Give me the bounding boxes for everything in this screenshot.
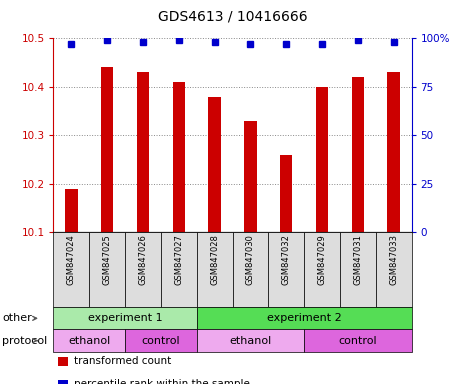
- Bar: [352, 77, 364, 232]
- Bar: [65, 189, 78, 232]
- Text: GSM847024: GSM847024: [67, 234, 76, 285]
- Bar: [208, 96, 221, 232]
- Text: GSM847030: GSM847030: [246, 234, 255, 285]
- Bar: [137, 72, 149, 232]
- Text: control: control: [339, 336, 377, 346]
- Text: GSM847032: GSM847032: [282, 234, 291, 285]
- Bar: [244, 121, 257, 232]
- Bar: [316, 87, 328, 232]
- Bar: [387, 72, 400, 232]
- Text: GSM847031: GSM847031: [353, 234, 362, 285]
- Text: other: other: [2, 313, 32, 323]
- Text: GDS4613 / 10416666: GDS4613 / 10416666: [158, 10, 307, 23]
- Text: GSM847029: GSM847029: [318, 234, 326, 285]
- Text: control: control: [141, 336, 180, 346]
- Text: GSM847026: GSM847026: [139, 234, 147, 285]
- Text: GSM847027: GSM847027: [174, 234, 183, 285]
- Text: GSM847033: GSM847033: [389, 234, 398, 285]
- Bar: [280, 155, 292, 232]
- Text: experiment 1: experiment 1: [88, 313, 162, 323]
- Bar: [173, 82, 185, 232]
- Text: protocol: protocol: [2, 336, 47, 346]
- Text: ethanol: ethanol: [68, 336, 110, 346]
- Text: GSM847025: GSM847025: [103, 234, 112, 285]
- Text: experiment 2: experiment 2: [267, 313, 341, 323]
- Text: ethanol: ethanol: [229, 336, 272, 346]
- Text: transformed count: transformed count: [74, 356, 171, 366]
- Text: GSM847028: GSM847028: [210, 234, 219, 285]
- Text: percentile rank within the sample: percentile rank within the sample: [74, 379, 250, 384]
- Bar: [101, 68, 113, 232]
